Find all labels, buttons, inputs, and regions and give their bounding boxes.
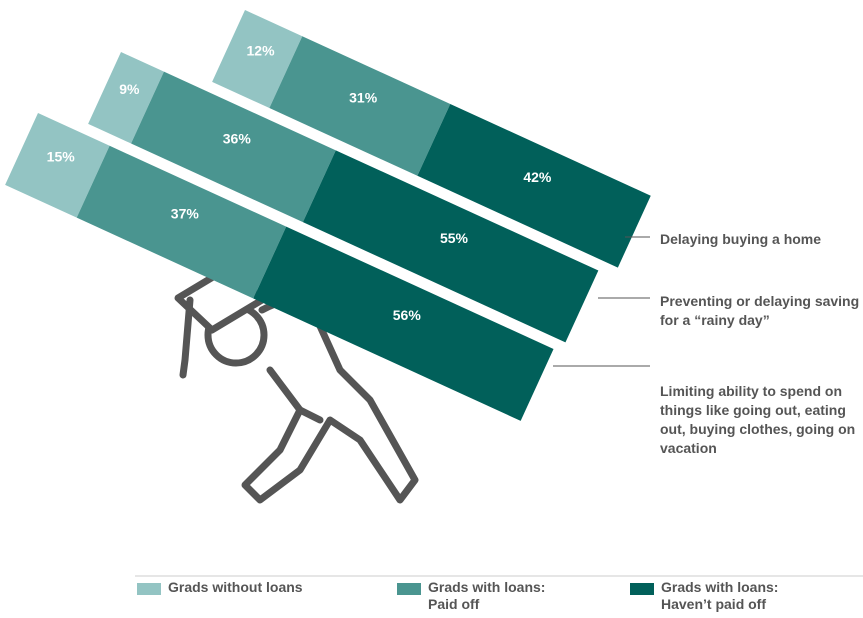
legend-swatch (630, 583, 654, 595)
value-label: 31% (349, 89, 378, 105)
value-label: 37% (171, 206, 200, 222)
bar-segment (88, 52, 164, 144)
value-label: 9% (119, 81, 140, 97)
legend-swatch (137, 583, 161, 595)
category-label: Delaying buying a home (660, 231, 822, 247)
legend-label: Grads without loans (168, 579, 303, 595)
bar-segment (269, 36, 451, 176)
value-label: 56% (393, 307, 422, 323)
category-label: Limiting ability to spend on things like… (660, 383, 856, 456)
category-label: Preventing or delaying saving for a “rai… (660, 293, 860, 328)
value-label: 15% (47, 149, 76, 165)
bar-segment (5, 113, 110, 218)
value-label: 55% (440, 230, 469, 246)
value-label: 12% (247, 42, 276, 58)
bar-segment (302, 150, 599, 343)
bar-segment (76, 145, 287, 299)
value-label: 42% (523, 169, 552, 185)
legend-swatch (397, 583, 421, 595)
value-label: 36% (223, 130, 252, 146)
bar-segment (417, 103, 651, 268)
bar-segment (131, 71, 336, 223)
bar-segment (253, 226, 554, 421)
bar-segment (212, 10, 303, 109)
legend-label: Grads with loans: Haven’t paid off (661, 579, 779, 612)
legend-label: Grads with loans: Paid off (428, 579, 546, 612)
